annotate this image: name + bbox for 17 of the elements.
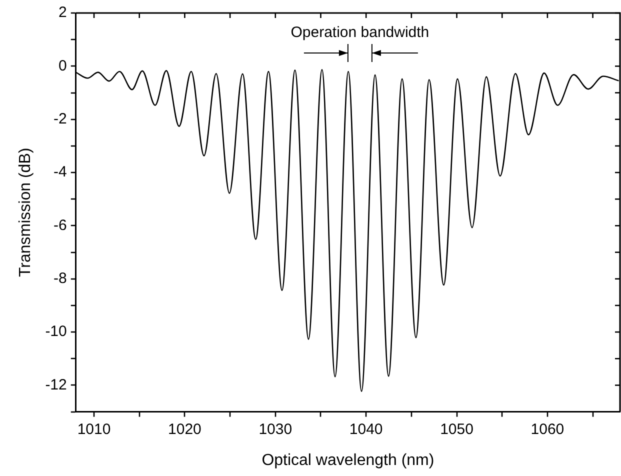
x-axis-title: Optical wavelength (nm) — [262, 452, 434, 469]
x-tick-label: 1030 — [258, 420, 292, 438]
x-tick-label: 1010 — [77, 420, 111, 438]
y-tick-label: -4 — [54, 164, 67, 181]
y-tick-label: -10 — [45, 323, 67, 340]
x-tick-label: 1050 — [440, 420, 474, 438]
y-tick-label: -6 — [54, 216, 67, 234]
annotation: Operation bandwidth — [290, 24, 430, 42]
y-tick-label: -8 — [54, 270, 67, 288]
x-tick-label: 1020 — [168, 420, 202, 438]
y-tick-label: -2 — [54, 110, 67, 128]
x-tick-label: 1040 — [349, 420, 383, 438]
y-tick-label: 0 — [58, 57, 67, 74]
y-tick-label: 2 — [58, 4, 67, 22]
x-tick-label: 1060 — [530, 420, 564, 438]
y-tick-label: -12 — [45, 376, 67, 394]
y-axis-title: Transmission (dB) — [17, 148, 34, 278]
